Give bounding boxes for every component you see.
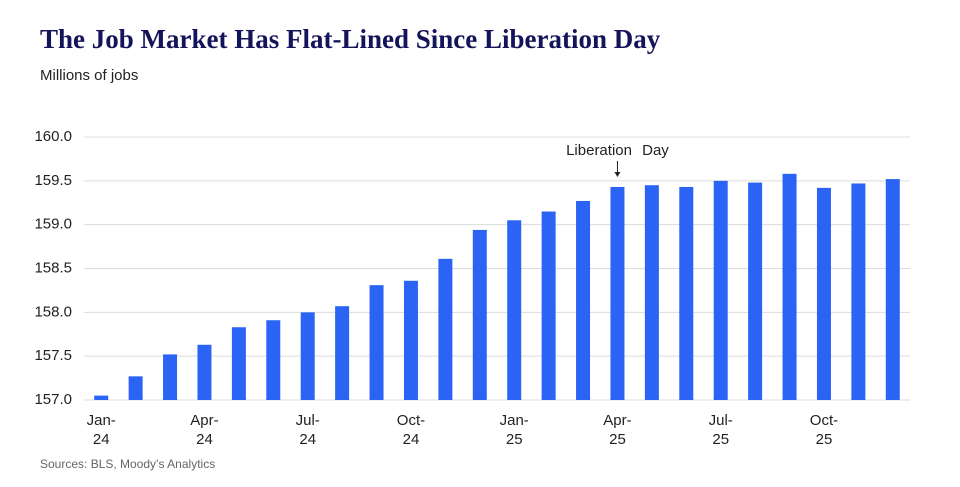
chart-title: The Job Market Has Flat-Lined Since Libe… [40,24,661,54]
bar [266,320,281,400]
bar [231,327,246,400]
bar [679,186,694,400]
x-tick-label: Oct-24 [397,412,425,448]
annotation: Liberation Day [566,142,669,159]
y-tick-label: 159.0 [34,216,72,233]
bar [94,395,109,400]
bar [713,180,728,400]
bar [541,211,556,400]
x-tick-label: Jan-24 [87,412,116,448]
y-tick-label: 158.0 [34,303,72,320]
bar [472,229,487,400]
bar [197,344,212,400]
bar [163,354,178,400]
bar [851,183,866,400]
y-tick-label: 157.5 [34,347,72,364]
y-tick-label: 160.0 [34,128,72,145]
x-tick-label: Jan-25 [500,412,529,448]
chart-subtitle: Millions of jobs [40,67,138,84]
x-tick-label: Apr-25 [603,412,631,448]
bar [507,220,522,400]
annotation-arrowhead [614,171,621,177]
bar [403,280,418,400]
y-tick-label: 159.5 [34,172,72,189]
bar [885,179,900,400]
bar [369,285,384,400]
y-tick-label: 158.5 [34,259,72,276]
source-note: Sources: BLS, Moody’s Analytics [40,457,215,471]
x-tick-label: Jul-25 [709,412,733,448]
y-tick-label: 157.0 [34,391,72,408]
bar [438,258,453,400]
bar [782,173,797,400]
x-tick-label: Apr-24 [190,412,218,448]
bar [128,376,143,400]
bar [748,182,763,400]
bar [644,185,659,400]
x-tick-label: Oct-25 [810,412,838,448]
bar [335,306,350,400]
bar [610,186,625,400]
x-tick-label: Jul-24 [296,412,320,448]
bar [576,200,591,400]
bar [816,187,831,400]
bar [300,312,315,400]
